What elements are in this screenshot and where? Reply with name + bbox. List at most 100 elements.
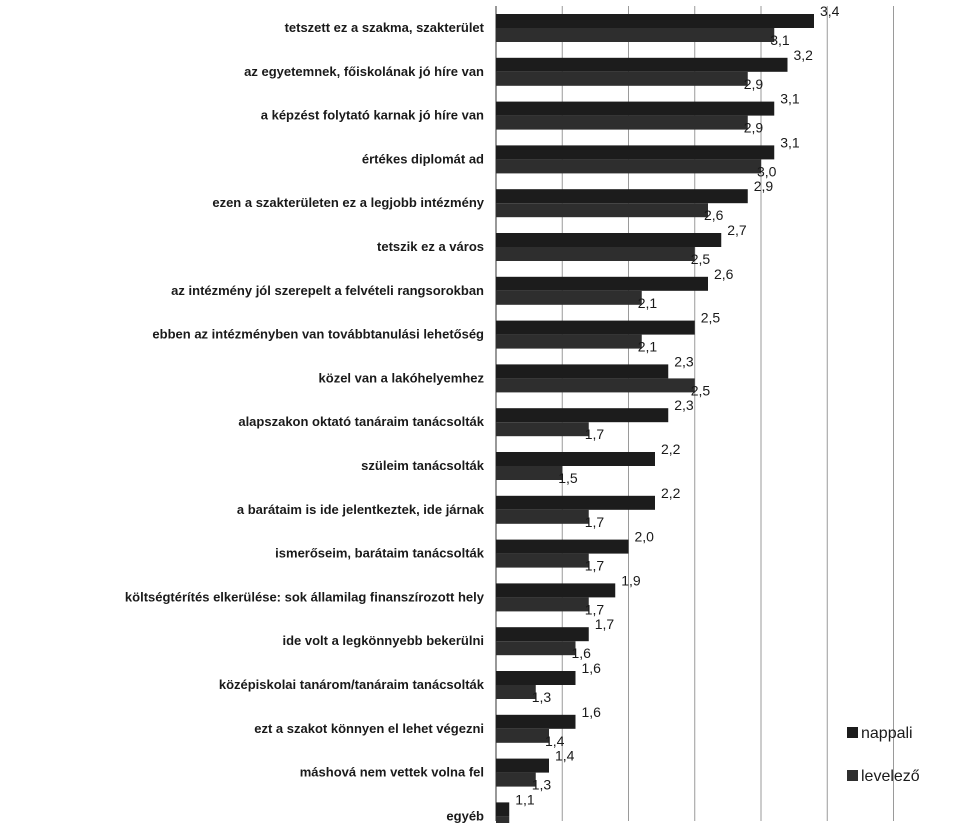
data-label: 2,9 (744, 76, 764, 92)
data-label: 1,5 (558, 470, 578, 486)
category-label: az intézmény jól szerepelt a felvételi r… (171, 283, 484, 298)
bar-levelezo (496, 597, 589, 612)
bar-levelezo (496, 159, 761, 174)
data-label: 3,0 (757, 163, 777, 179)
category-label: tetszik ez a város (377, 239, 484, 254)
data-label: 1,1 (515, 791, 535, 807)
data-label: 2,1 (638, 339, 658, 355)
data-label: 3,4 (820, 3, 840, 19)
data-label: 1,7 (585, 514, 605, 530)
legend-swatch (847, 727, 858, 738)
bar-nappali (496, 189, 748, 204)
data-label: 3,1 (780, 134, 800, 150)
data-label: 1,1 (505, 820, 525, 823)
category-label: a barátaim is ide jelentkeztek, ide járn… (237, 502, 485, 517)
category-label: alapszakon oktató tanáraim tanácsolták (238, 414, 484, 429)
data-label: 2,5 (691, 382, 711, 398)
category-label: máshová nem vettek volna fel (300, 765, 484, 780)
bar-levelezo (496, 728, 549, 743)
data-label: 1,3 (532, 689, 552, 705)
category-label: a képzést folytató karnak jó híre van (261, 108, 484, 123)
bar-levelezo (496, 203, 708, 218)
bar-nappali (496, 802, 510, 817)
category-label: ebben az intézményben van továbbtanulási… (152, 327, 484, 342)
data-label: 2,6 (714, 266, 734, 282)
bar-levelezo (496, 422, 589, 437)
bar-nappali (496, 320, 695, 335)
data-label: 2,3 (674, 353, 694, 369)
data-label: 2,3 (674, 397, 694, 413)
category-label: az egyetemnek, főiskolának jó híre van (244, 64, 484, 79)
bar-nappali (496, 145, 775, 160)
category-label: ezen a szakterületen ez a legjobb intézm… (212, 195, 484, 210)
bar-levelezo (496, 466, 563, 480)
bar-nappali (496, 14, 814, 28)
legend-label: nappali (861, 725, 913, 742)
bar-levelezo (496, 641, 576, 656)
bar-levelezo (496, 334, 642, 349)
data-label: 3,1 (780, 91, 800, 107)
data-label: 1,3 (532, 777, 552, 793)
data-label: 2,1 (638, 295, 658, 311)
data-label: 1,7 (585, 558, 605, 574)
bar-levelezo (496, 509, 589, 524)
data-label: 1,7 (585, 601, 605, 617)
bar-levelezo (496, 553, 589, 568)
data-label: 1,9 (621, 572, 641, 588)
bar-nappali (496, 539, 629, 554)
category-label: ismerőseim, barátaim tanácsolták (275, 546, 485, 561)
category-label: szüleim tanácsolták (361, 458, 485, 473)
category-label: egyéb (446, 808, 484, 823)
bar-nappali (496, 276, 708, 291)
bar-nappali (496, 364, 669, 379)
data-label: 1,6 (582, 704, 602, 720)
data-label: 2,6 (704, 207, 724, 223)
category-label: tetszett ez a szakma, szakterület (285, 20, 485, 35)
category-label: értékes diplomát ad (362, 151, 484, 166)
data-label: 2,5 (701, 310, 721, 326)
legend-label: levelező (861, 768, 920, 785)
bar-nappali (496, 101, 775, 116)
bar-levelezo (496, 71, 748, 86)
bar-nappali (496, 627, 589, 642)
category-label: ezt a szakot könnyen el lehet végezni (254, 721, 484, 736)
bar-nappali (496, 671, 576, 685)
bar-levelezo (496, 28, 775, 42)
data-label: 1,6 (572, 645, 592, 661)
data-label: 3,1 (770, 32, 790, 48)
bar-levelezo (496, 816, 510, 823)
bar-nappali (496, 233, 722, 247)
bar-levelezo (496, 247, 695, 261)
data-label: 3,2 (794, 47, 814, 63)
data-label: 2,9 (754, 178, 774, 194)
category-label: költségtérítés elkerülése: sok államilag… (125, 589, 485, 604)
data-label: 1,6 (582, 660, 602, 676)
bar-nappali (496, 57, 788, 72)
data-label: 2,9 (744, 120, 764, 136)
bar-levelezo (496, 290, 642, 305)
legend-swatch (847, 770, 858, 781)
category-label: közel van a lakóhelyemhez (319, 370, 485, 385)
category-label: ide volt a legkönnyebb bekerülni (282, 633, 484, 648)
category-label: középiskolai tanárom/tanáraim tanácsoltá… (219, 677, 485, 692)
data-label: 1,7 (585, 426, 605, 442)
data-label: 2,2 (661, 441, 681, 457)
bar-levelezo (496, 115, 748, 130)
bar-nappali (496, 452, 655, 466)
data-label: 1,4 (555, 748, 575, 764)
bar-nappali (496, 583, 616, 598)
bar-nappali (496, 714, 576, 729)
bar-nappali (496, 758, 549, 773)
data-label: 2,5 (691, 251, 711, 267)
bar-nappali (496, 495, 655, 510)
bar-levelezo (496, 772, 536, 787)
data-label: 2,2 (661, 485, 681, 501)
data-label: 1,4 (545, 733, 565, 749)
bar-levelezo (496, 685, 536, 699)
bar-levelezo (496, 378, 695, 393)
data-label: 2,7 (727, 222, 747, 238)
data-label: 2,0 (635, 529, 655, 545)
bar-nappali (496, 408, 669, 423)
